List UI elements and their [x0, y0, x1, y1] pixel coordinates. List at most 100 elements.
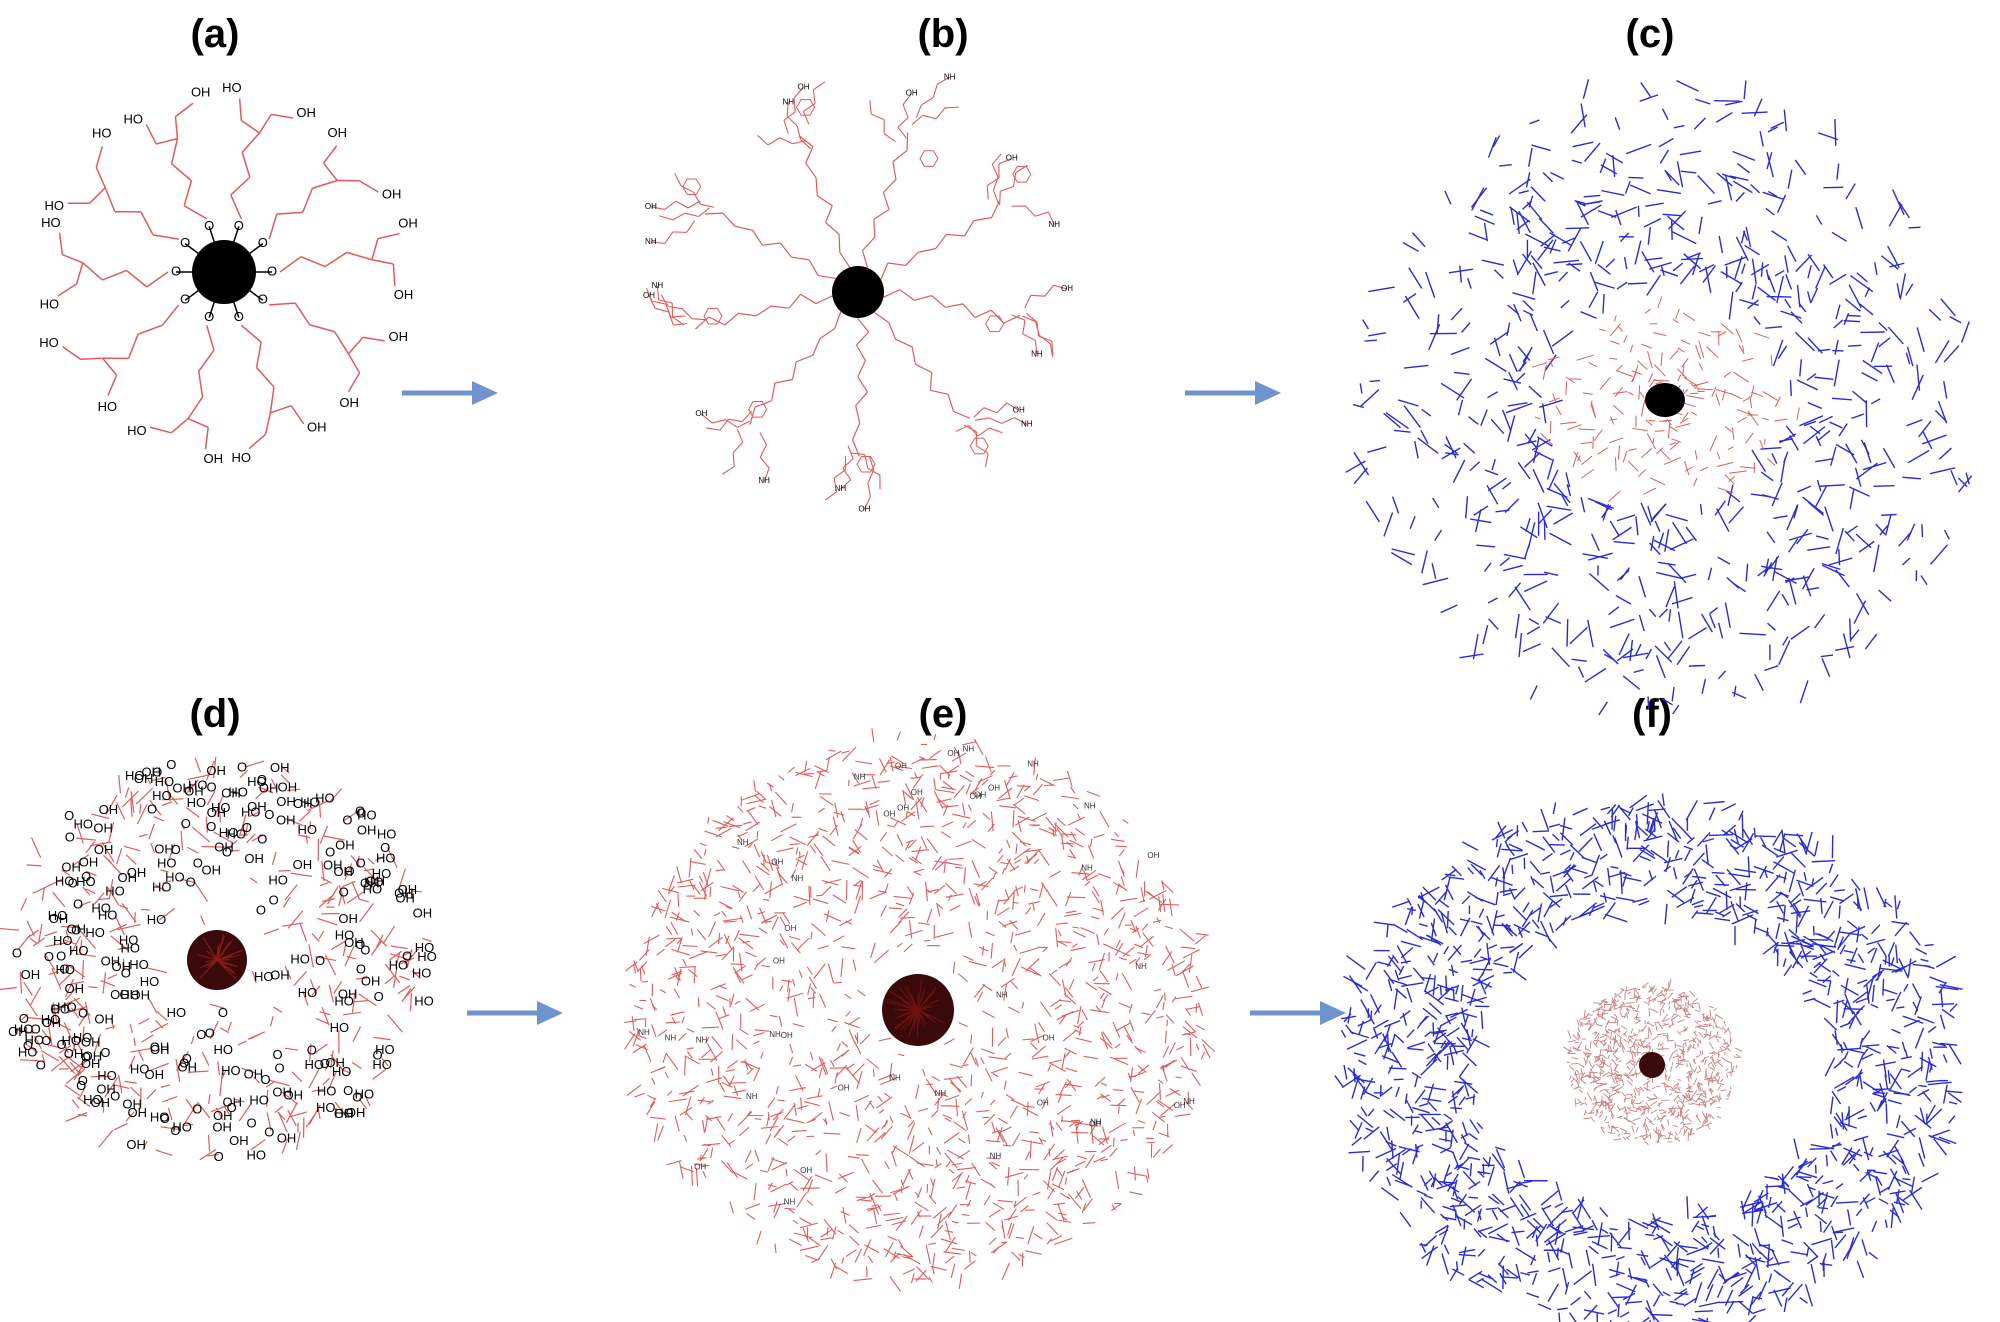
- shell-bond: [1438, 899, 1450, 908]
- shell-bond: [1616, 514, 1636, 522]
- shell-bond: [1843, 1060, 1854, 1068]
- inner-bond: [1629, 344, 1634, 353]
- shell-bond: [1501, 409, 1512, 432]
- shell-bond: [1502, 481, 1512, 490]
- shell-bond: [1420, 429, 1429, 444]
- shell-bond: [1493, 956, 1504, 963]
- shell-bond: [1924, 943, 1934, 947]
- shell-bond: [1835, 443, 1855, 456]
- shell-bond: [1777, 345, 1788, 359]
- bond: [880, 262, 889, 280]
- shell-bond: [1865, 1197, 1876, 1204]
- bond: [674, 173, 682, 187]
- inner-bond: [1723, 371, 1732, 378]
- bond: [155, 1149, 173, 1156]
- bond: [1000, 186, 1014, 192]
- inner-bond: [1650, 1100, 1658, 1107]
- inner-bond: [1583, 1111, 1587, 1116]
- shell-bond: [1790, 311, 1803, 324]
- shell-bond: [1635, 516, 1639, 536]
- atom-label: HO: [41, 1012, 61, 1027]
- inner-bond: [1682, 312, 1696, 322]
- shell-bond: [1757, 286, 1776, 302]
- bond: [116, 802, 126, 820]
- bond: [800, 293, 817, 305]
- shell-bond: [1544, 271, 1558, 276]
- bond: [85, 870, 97, 877]
- bond: [293, 970, 307, 987]
- atom-label: O: [19, 1011, 29, 1026]
- shell-bond: [1532, 271, 1537, 295]
- inner-bond: [1668, 1023, 1675, 1028]
- shell-bond: [1704, 266, 1712, 294]
- bond: [276, 211, 303, 215]
- shell-bond: [1781, 1239, 1794, 1245]
- shell-bond: [1385, 412, 1409, 430]
- shell-bond: [1539, 399, 1563, 409]
- shell-bond: [1525, 518, 1531, 532]
- inner-bond: [1555, 405, 1562, 416]
- bond: [341, 880, 356, 888]
- shell-bond: [1527, 1270, 1539, 1274]
- shell-bond: [1360, 1106, 1368, 1117]
- shell-bond: [1359, 388, 1380, 408]
- bond: [328, 788, 343, 803]
- inner-bond: [1641, 343, 1652, 349]
- shell-bond: [1548, 823, 1561, 828]
- atom-label: O: [36, 1058, 46, 1073]
- shell-bond: [1739, 1200, 1763, 1208]
- inner-bond: [1628, 448, 1637, 452]
- bond: [281, 1138, 289, 1154]
- shell-bond: [1468, 232, 1488, 241]
- shell-bond: [1793, 1138, 1800, 1160]
- shell-bond: [1407, 1041, 1426, 1049]
- bond: [824, 491, 837, 501]
- bond: [922, 114, 937, 120]
- hydroxyl-label: HO: [39, 335, 59, 350]
- shell-bond: [1870, 924, 1881, 935]
- hydroxyl-label: HO: [232, 450, 252, 465]
- inner-bond: [1659, 1042, 1664, 1047]
- bond: [788, 293, 802, 309]
- shell-bond: [1589, 271, 1599, 292]
- shell-bond: [1648, 261, 1672, 270]
- shell-bond: [1610, 865, 1619, 869]
- shell-bond: [1627, 1221, 1631, 1241]
- shell-bond: [1814, 376, 1834, 380]
- bond: [167, 1107, 173, 1121]
- bond: [218, 802, 222, 823]
- phenyl-ring: [856, 455, 876, 473]
- shell-bond: [1921, 434, 1947, 445]
- bond: [73, 1059, 87, 1081]
- bond: [1014, 417, 1028, 425]
- shell-bond: [1829, 273, 1847, 285]
- shell-bond: [1726, 577, 1740, 589]
- bond: [124, 1080, 137, 1084]
- bond: [145, 967, 168, 974]
- shell-bond: [1753, 919, 1757, 934]
- bond: [763, 467, 770, 482]
- shell-bond: [1425, 271, 1436, 298]
- inner-bond: [1684, 402, 1696, 408]
- shell-bond: [1871, 1220, 1878, 1233]
- shell-bond: [1849, 618, 1852, 642]
- bond: [76, 953, 96, 958]
- shell-bond: [1460, 959, 1473, 963]
- bond: [61, 869, 71, 876]
- shell-bond: [1709, 613, 1716, 629]
- shell-bond: [1807, 253, 1821, 272]
- shell-bond: [1402, 241, 1419, 252]
- bond: [146, 271, 169, 288]
- shell-bond: [1873, 1170, 1888, 1175]
- shell-bond: [1552, 833, 1560, 842]
- shell-bond: [1648, 542, 1661, 556]
- bond: [150, 1062, 169, 1071]
- bond: [251, 834, 264, 842]
- shell-bond: [1458, 1253, 1476, 1257]
- shell-bond: [1584, 667, 1607, 683]
- bond: [103, 855, 112, 864]
- shell-bond: [1761, 565, 1783, 571]
- bond: [23, 981, 33, 996]
- bond: [34, 1035, 42, 1050]
- shell-bond: [1784, 255, 1789, 273]
